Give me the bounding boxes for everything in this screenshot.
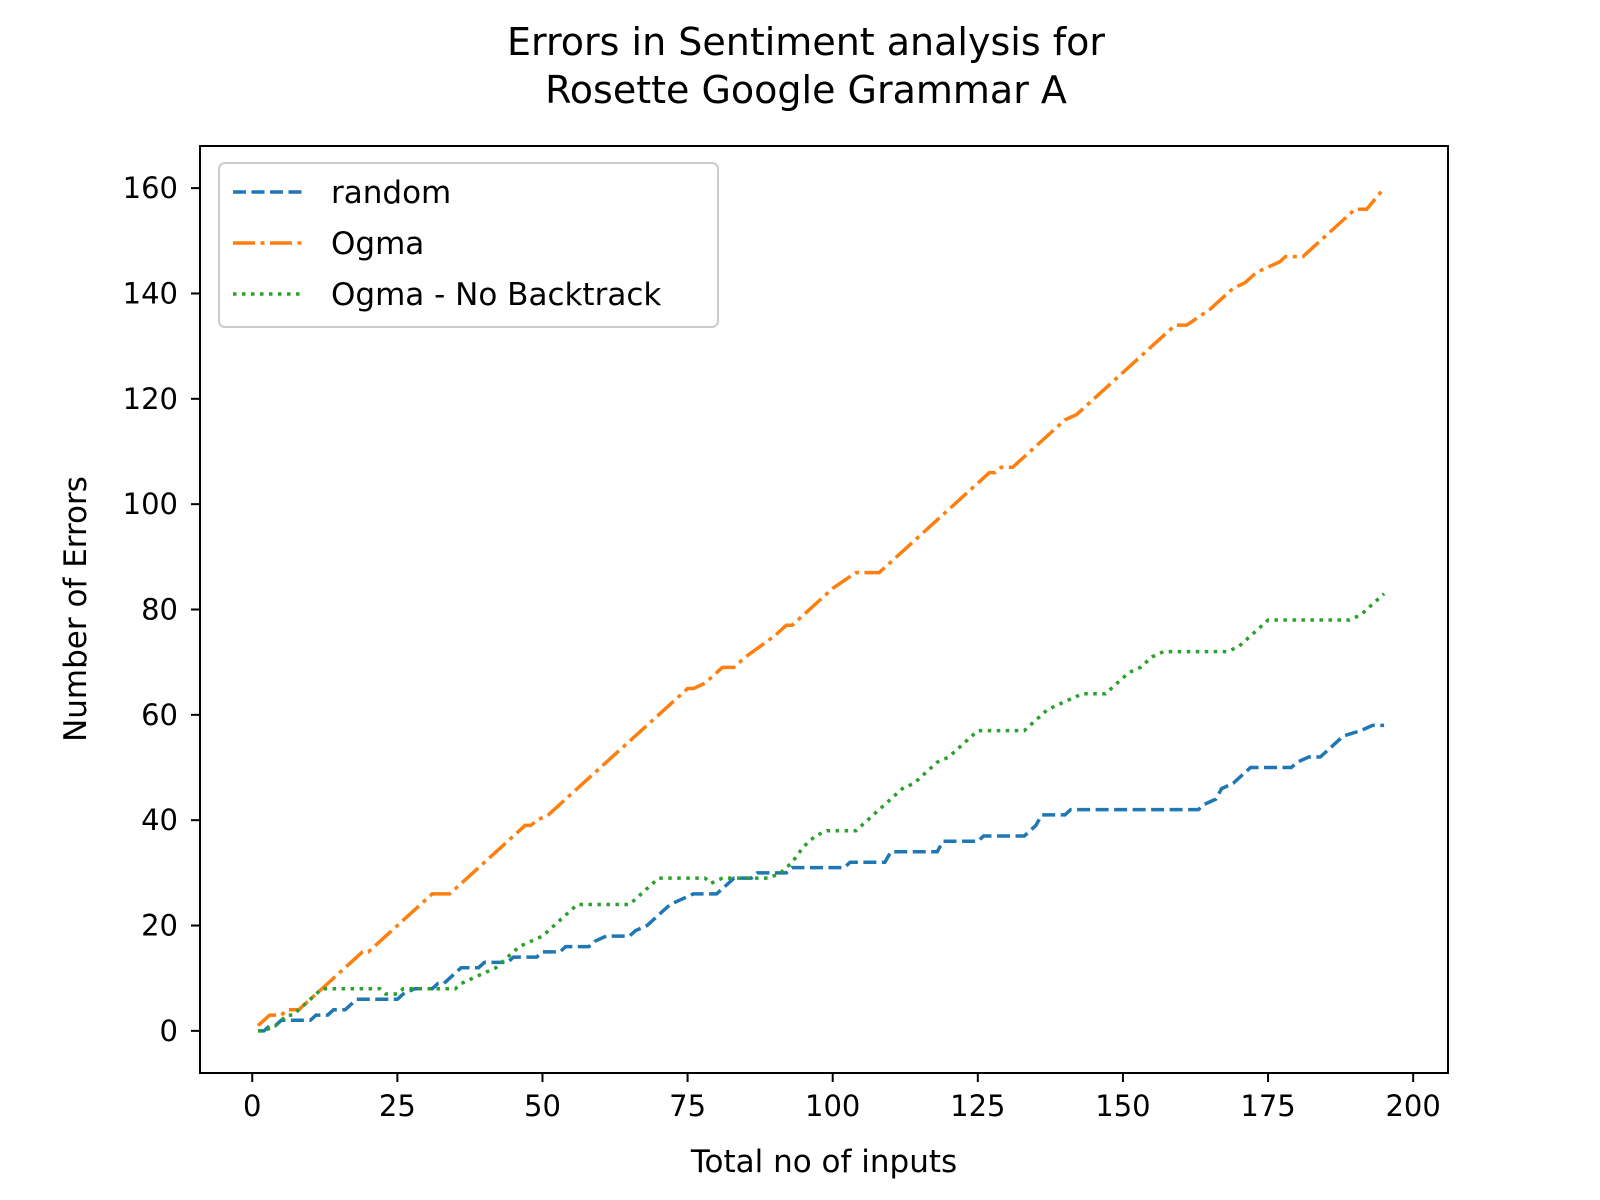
y-tick-label: 20 [141,909,178,943]
legend-label-ogma-no-backtrack: Ogma - No Backtrack [331,277,661,313]
series-line-random [258,723,1385,1033]
chart-title-line-2: Rosette Google Grammar A [545,68,1067,112]
series-line-ogma [256,186,1386,1027]
legend-label-ogma: Ogma [331,226,424,262]
series-line-ogma-no-backtrack [258,592,1386,1033]
y-tick-label: 120 [123,382,178,416]
y-tick-label: 0 [160,1014,178,1048]
legend-label-random: random [331,175,451,211]
x-tick-label: 75 [669,1089,706,1123]
y-axis-label: Number of Errors [58,476,94,742]
x-tick-label: 0 [243,1089,261,1123]
x-tick-label: 200 [1385,1089,1440,1123]
legend: random Ogma Ogma - No Backtrack [218,162,719,328]
series-layer [256,186,1386,1033]
y-tick-label: 100 [123,487,178,521]
x-tick-label: 100 [805,1089,860,1123]
x-tick-label: 125 [950,1089,1005,1123]
legend-box [218,162,719,328]
x-tick-label: 175 [1240,1089,1295,1123]
y-tick-label: 160 [123,171,178,205]
ticks-layer: 0 25 50 75 100 125 150 175 200 0 20 40 60 80 100 120 140… [123,171,1441,1123]
y-tick-label: 80 [141,593,178,627]
x-tick-label: 150 [1095,1089,1150,1123]
plot-frame [199,145,1449,1074]
y-tick-label: 60 [141,698,178,732]
x-tick-label: 25 [379,1089,416,1123]
chart-title-line-1: Errors in Sentiment analysis for [507,20,1105,64]
y-tick-label: 140 [123,276,178,310]
x-axis-label: Total no of inputs [690,1144,957,1180]
x-tick-label: 50 [524,1089,561,1123]
y-tick-label: 40 [141,803,178,837]
